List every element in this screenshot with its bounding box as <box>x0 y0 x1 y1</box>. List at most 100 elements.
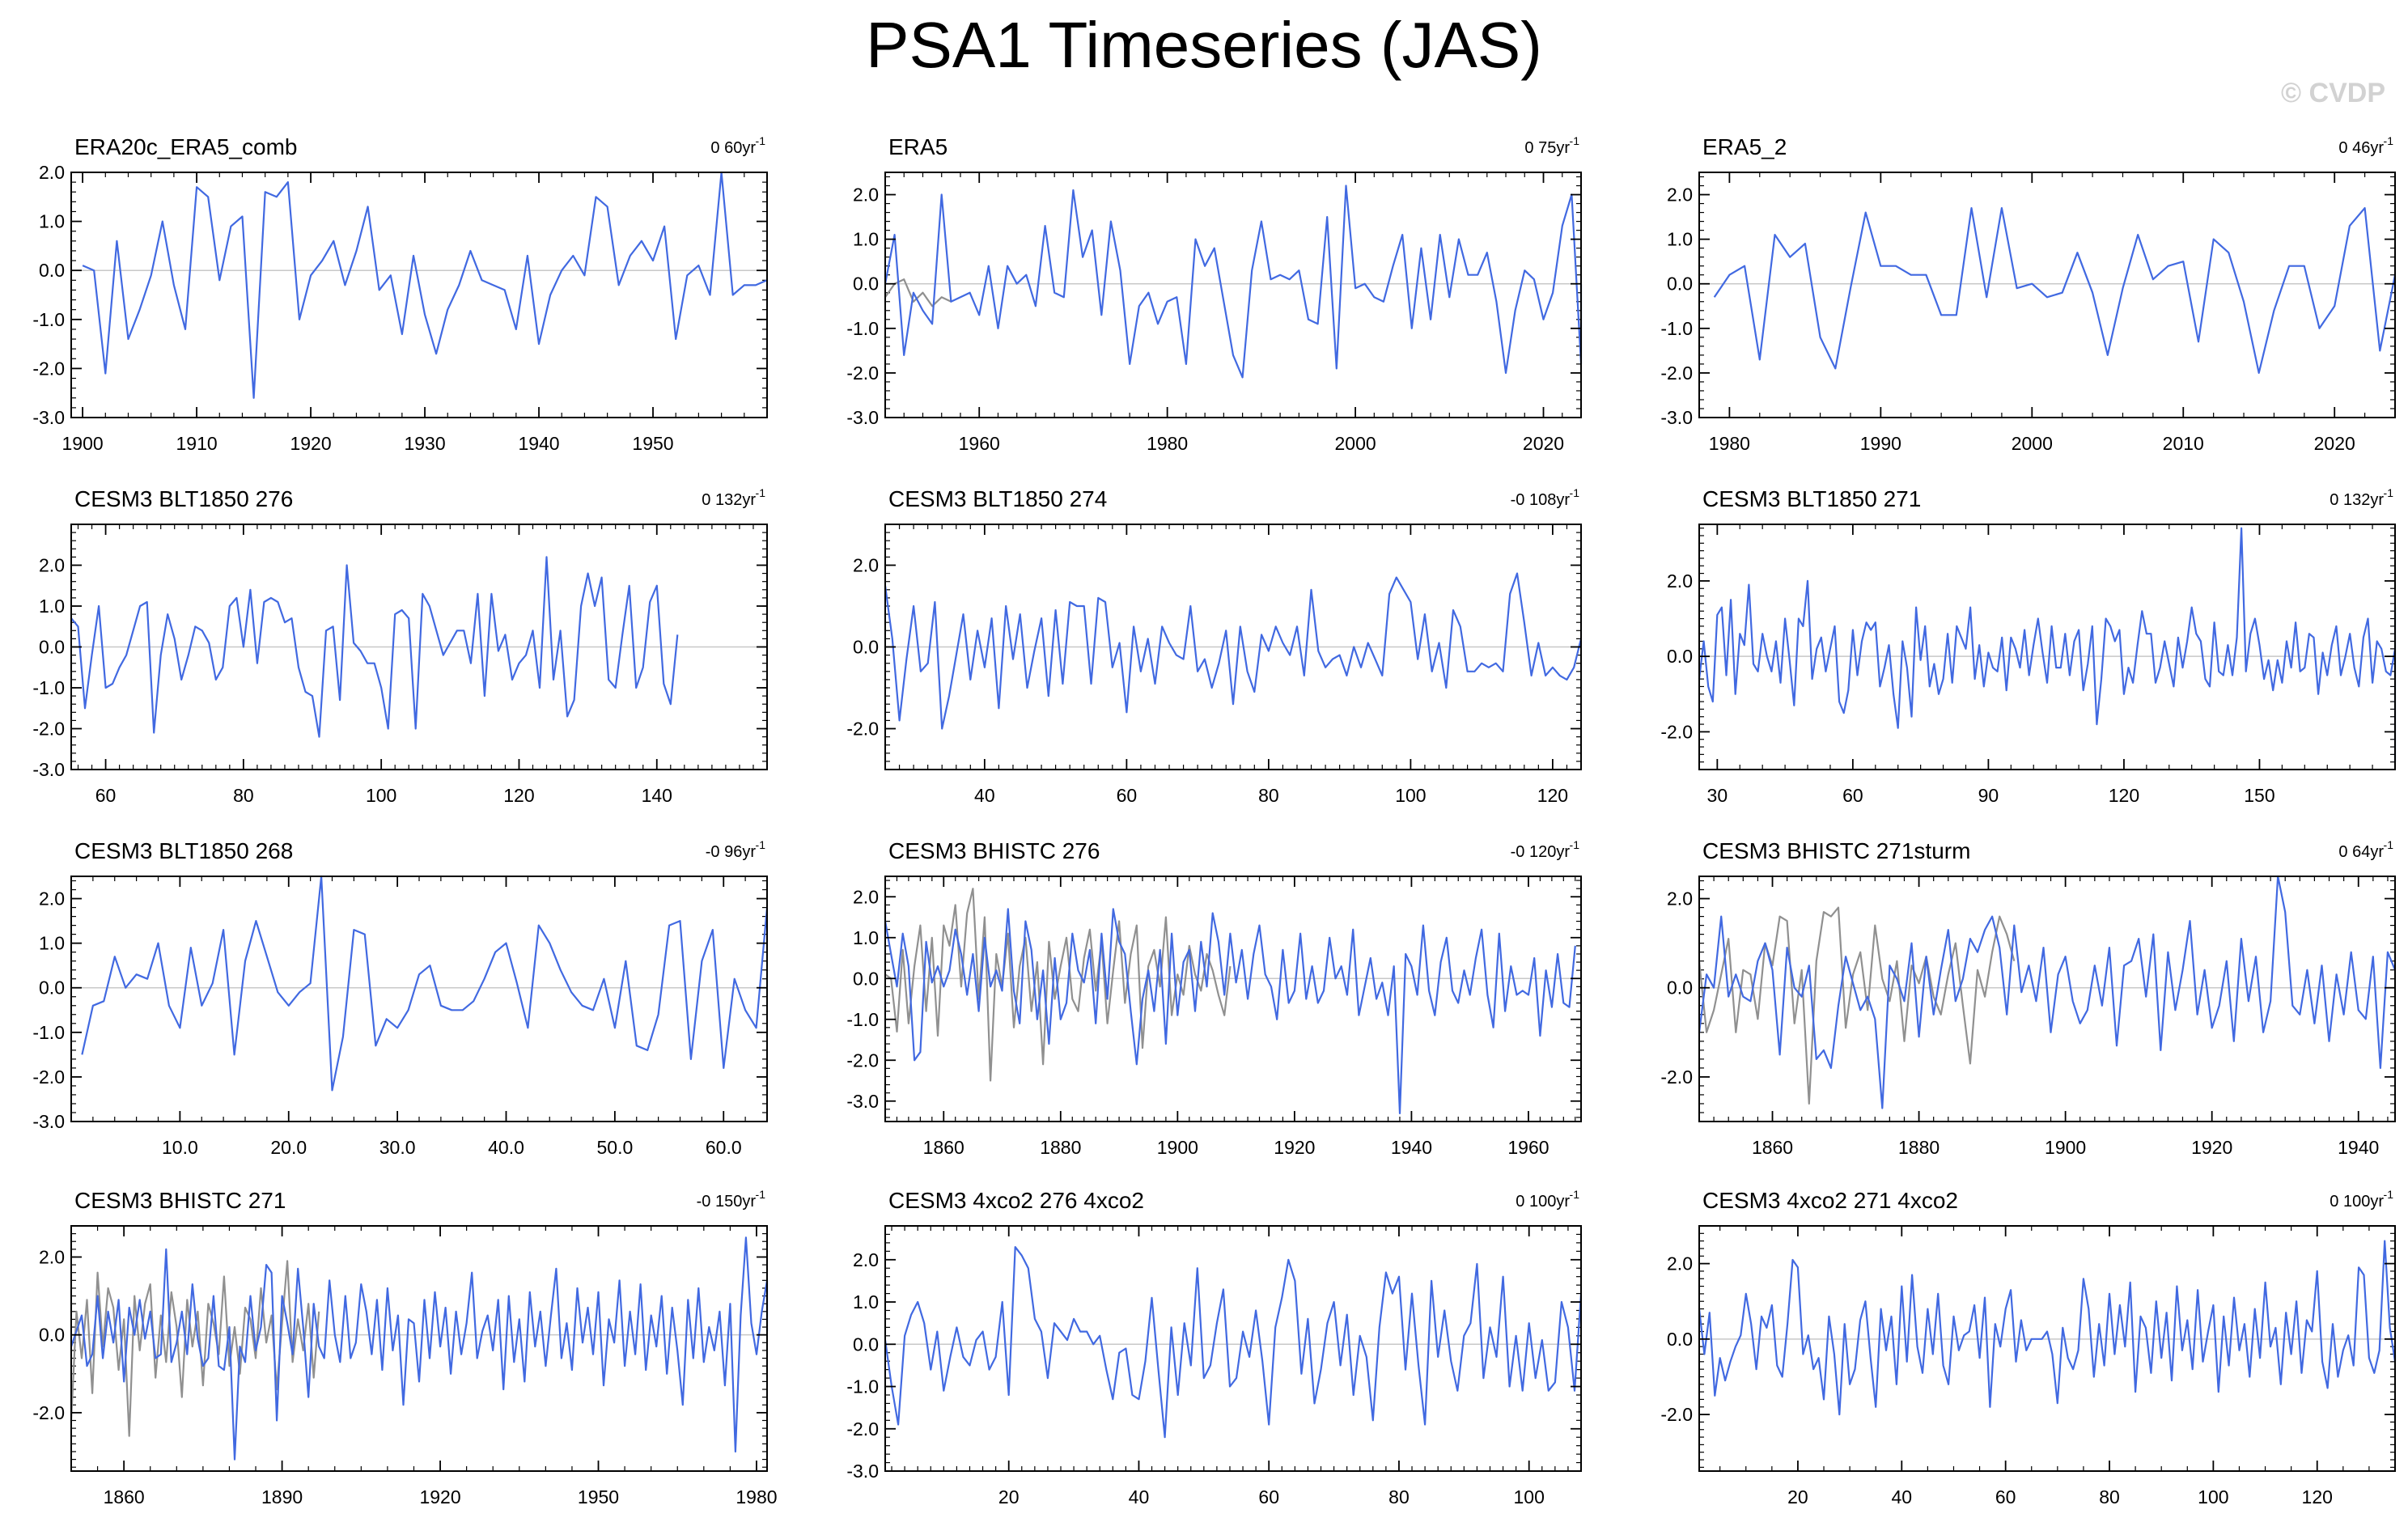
watermark: © CVDP <box>2281 78 2385 108</box>
y-tick-label: 0.0 <box>853 968 879 989</box>
y-tick-label: 1.0 <box>39 211 65 232</box>
plot-frame <box>884 1225 1582 1472</box>
x-tick-label: 80 <box>1258 785 1279 806</box>
y-tick-label: 0.0 <box>39 260 65 281</box>
x-tick-label: 2000 <box>2012 433 2053 454</box>
y-tick-label: 2.0 <box>853 1249 879 1270</box>
trend-label: -0 150yr <box>697 1193 757 1211</box>
series-line-primary <box>82 171 768 399</box>
y-tick-label: -2.0 <box>846 719 879 740</box>
panel-5: -2.0 0.0 2.0 40 60 80 100 120 CESM3 BLT1850 274 -… <box>846 486 1583 806</box>
trend-superscript: -1 <box>1570 486 1580 499</box>
plot-frame <box>70 876 768 1122</box>
panel-11: -3.0 -2.0 -1.0 0.0 1.0 2.0 20 40 60 80 100 CESM3 4x… <box>846 1188 1583 1507</box>
trend-superscript: -1 <box>2384 134 2394 147</box>
panel-3: -3.0 -2.0 -1.0 0.0 1.0 2.0 1980 1990 2000 2010 202… <box>1660 134 2397 454</box>
y-tick-label: 1.0 <box>39 596 65 617</box>
x-tick-label: 2020 <box>2314 433 2355 454</box>
x-tick-label: 1980 <box>736 1486 777 1507</box>
x-tick-label: 40.0 <box>488 1137 524 1158</box>
x-tick-label: 1910 <box>176 433 217 454</box>
x-tick-label: 40 <box>1129 1486 1150 1507</box>
series-line-primary <box>70 1236 769 1461</box>
panel-8: -3.0 -2.0 -1.0 0.0 1.0 2.0 1860 1880 1900 1920 194… <box>846 838 1582 1158</box>
y-tick-label: -1.0 <box>32 309 65 330</box>
trend-label: 0 132yr <box>702 491 756 509</box>
y-tick-label: -2.0 <box>32 1402 65 1423</box>
x-tick-label: 60 <box>1995 1486 2016 1507</box>
panel-title: ERA20c_ERA5_comb <box>74 134 297 159</box>
y-tick-label: -3.0 <box>32 759 65 780</box>
panel-12: -2.0 0.0 2.0 20 40 60 80 100 120 CESM3 4xco2 271 … <box>1660 1188 2397 1507</box>
y-tick-label: 2.0 <box>39 888 65 910</box>
panel-title: CESM3 BHISTC 276 <box>888 838 1100 863</box>
x-tick-label: 80 <box>233 785 254 806</box>
x-tick-label: 2000 <box>1334 433 1376 454</box>
panel-title: CESM3 BHISTC 271sturm <box>1702 838 1970 863</box>
x-tick-label: 60 <box>1842 785 1863 806</box>
x-tick-label: 20 <box>998 1486 1020 1507</box>
x-tick-label: 90 <box>1978 785 1999 806</box>
panel-title: CESM3 BHISTC 271 <box>74 1188 286 1213</box>
x-tick-label: 1920 <box>419 1486 460 1507</box>
y-tick-label: -1.0 <box>32 677 65 698</box>
x-tick-label: 1980 <box>1709 433 1750 454</box>
trend-label: 0 132yr <box>2330 491 2384 509</box>
y-tick-label: 1.0 <box>853 1291 879 1312</box>
x-tick-label: 1920 <box>2191 1137 2232 1158</box>
y-tick-label: 0.0 <box>1667 646 1693 667</box>
x-tick-label: 2010 <box>2163 433 2204 454</box>
y-tick-label: -1.0 <box>32 1022 65 1043</box>
panel-title: CESM3 4xco2 271 4xco2 <box>1702 1188 1958 1213</box>
trend-label: 0 46yr <box>2338 139 2384 157</box>
x-tick-label: 100 <box>1395 785 1426 806</box>
trend-superscript: -1 <box>1570 1188 1580 1201</box>
x-tick-label: 120 <box>2109 785 2139 806</box>
x-tick-label: 1900 <box>2045 1137 2086 1158</box>
y-tick-label: -1.0 <box>846 318 879 339</box>
y-tick-label: -2.0 <box>1660 1404 1693 1425</box>
trend-label: 0 60yr <box>710 139 756 157</box>
plot-frame <box>884 172 1582 418</box>
y-tick-label: 2.0 <box>1667 570 1693 592</box>
panel-4: -3.0 -2.0 -1.0 0.0 1.0 2.0 60 80 100 120 140 CESM3 … <box>32 486 768 806</box>
y-tick-label: 1.0 <box>853 927 879 948</box>
y-tick-label: -2.0 <box>1660 721 1693 742</box>
y-tick-label: -3.0 <box>32 407 65 428</box>
series-line-secondary <box>70 1260 320 1437</box>
x-tick-label: 1900 <box>62 433 104 454</box>
y-tick-label: -1.0 <box>1660 318 1693 339</box>
y-tick-label: -2.0 <box>846 1049 879 1071</box>
y-tick-label: -2.0 <box>32 719 65 740</box>
trend-label: -0 120yr <box>1511 843 1571 861</box>
y-tick-label: 0.0 <box>39 977 65 999</box>
y-tick-label: -3.0 <box>846 1091 879 1112</box>
x-tick-label: 1860 <box>923 1137 964 1158</box>
y-tick-label: 0.0 <box>853 637 879 658</box>
series-line-primary <box>1698 1240 2397 1416</box>
trend-superscript: -1 <box>756 134 766 147</box>
y-tick-label: -2.0 <box>846 1418 879 1440</box>
panel-1: -3.0 -2.0 -1.0 0.0 1.0 2.0 1900 1910 1920 1930 194… <box>32 134 768 454</box>
x-tick-label: 50.0 <box>596 1137 633 1158</box>
trend-superscript: -1 <box>2384 486 2394 499</box>
series-line-secondary <box>884 278 952 307</box>
plot-frame <box>1698 876 2396 1122</box>
y-tick-label: 0.0 <box>1667 1329 1693 1350</box>
x-tick-label: 1880 <box>1040 1137 1081 1158</box>
trend-superscript: -1 <box>1570 838 1580 851</box>
x-tick-label: 120 <box>2302 1486 2333 1507</box>
y-tick-label: -2.0 <box>1660 363 1693 384</box>
x-tick-label: 1880 <box>1898 1137 1940 1158</box>
series-line-primary <box>884 1245 1583 1439</box>
plot-frame <box>1698 524 2396 770</box>
panel-title: ERA5 <box>888 134 948 159</box>
y-tick-label: -1.0 <box>846 1009 879 1030</box>
trend-superscript: -1 <box>756 1188 766 1201</box>
x-tick-label: 1920 <box>1274 1137 1315 1158</box>
y-tick-label: 2.0 <box>853 184 879 206</box>
y-tick-label: 0.0 <box>1667 274 1693 295</box>
series-line-primary <box>81 875 769 1092</box>
y-tick-label: 1.0 <box>853 229 879 250</box>
